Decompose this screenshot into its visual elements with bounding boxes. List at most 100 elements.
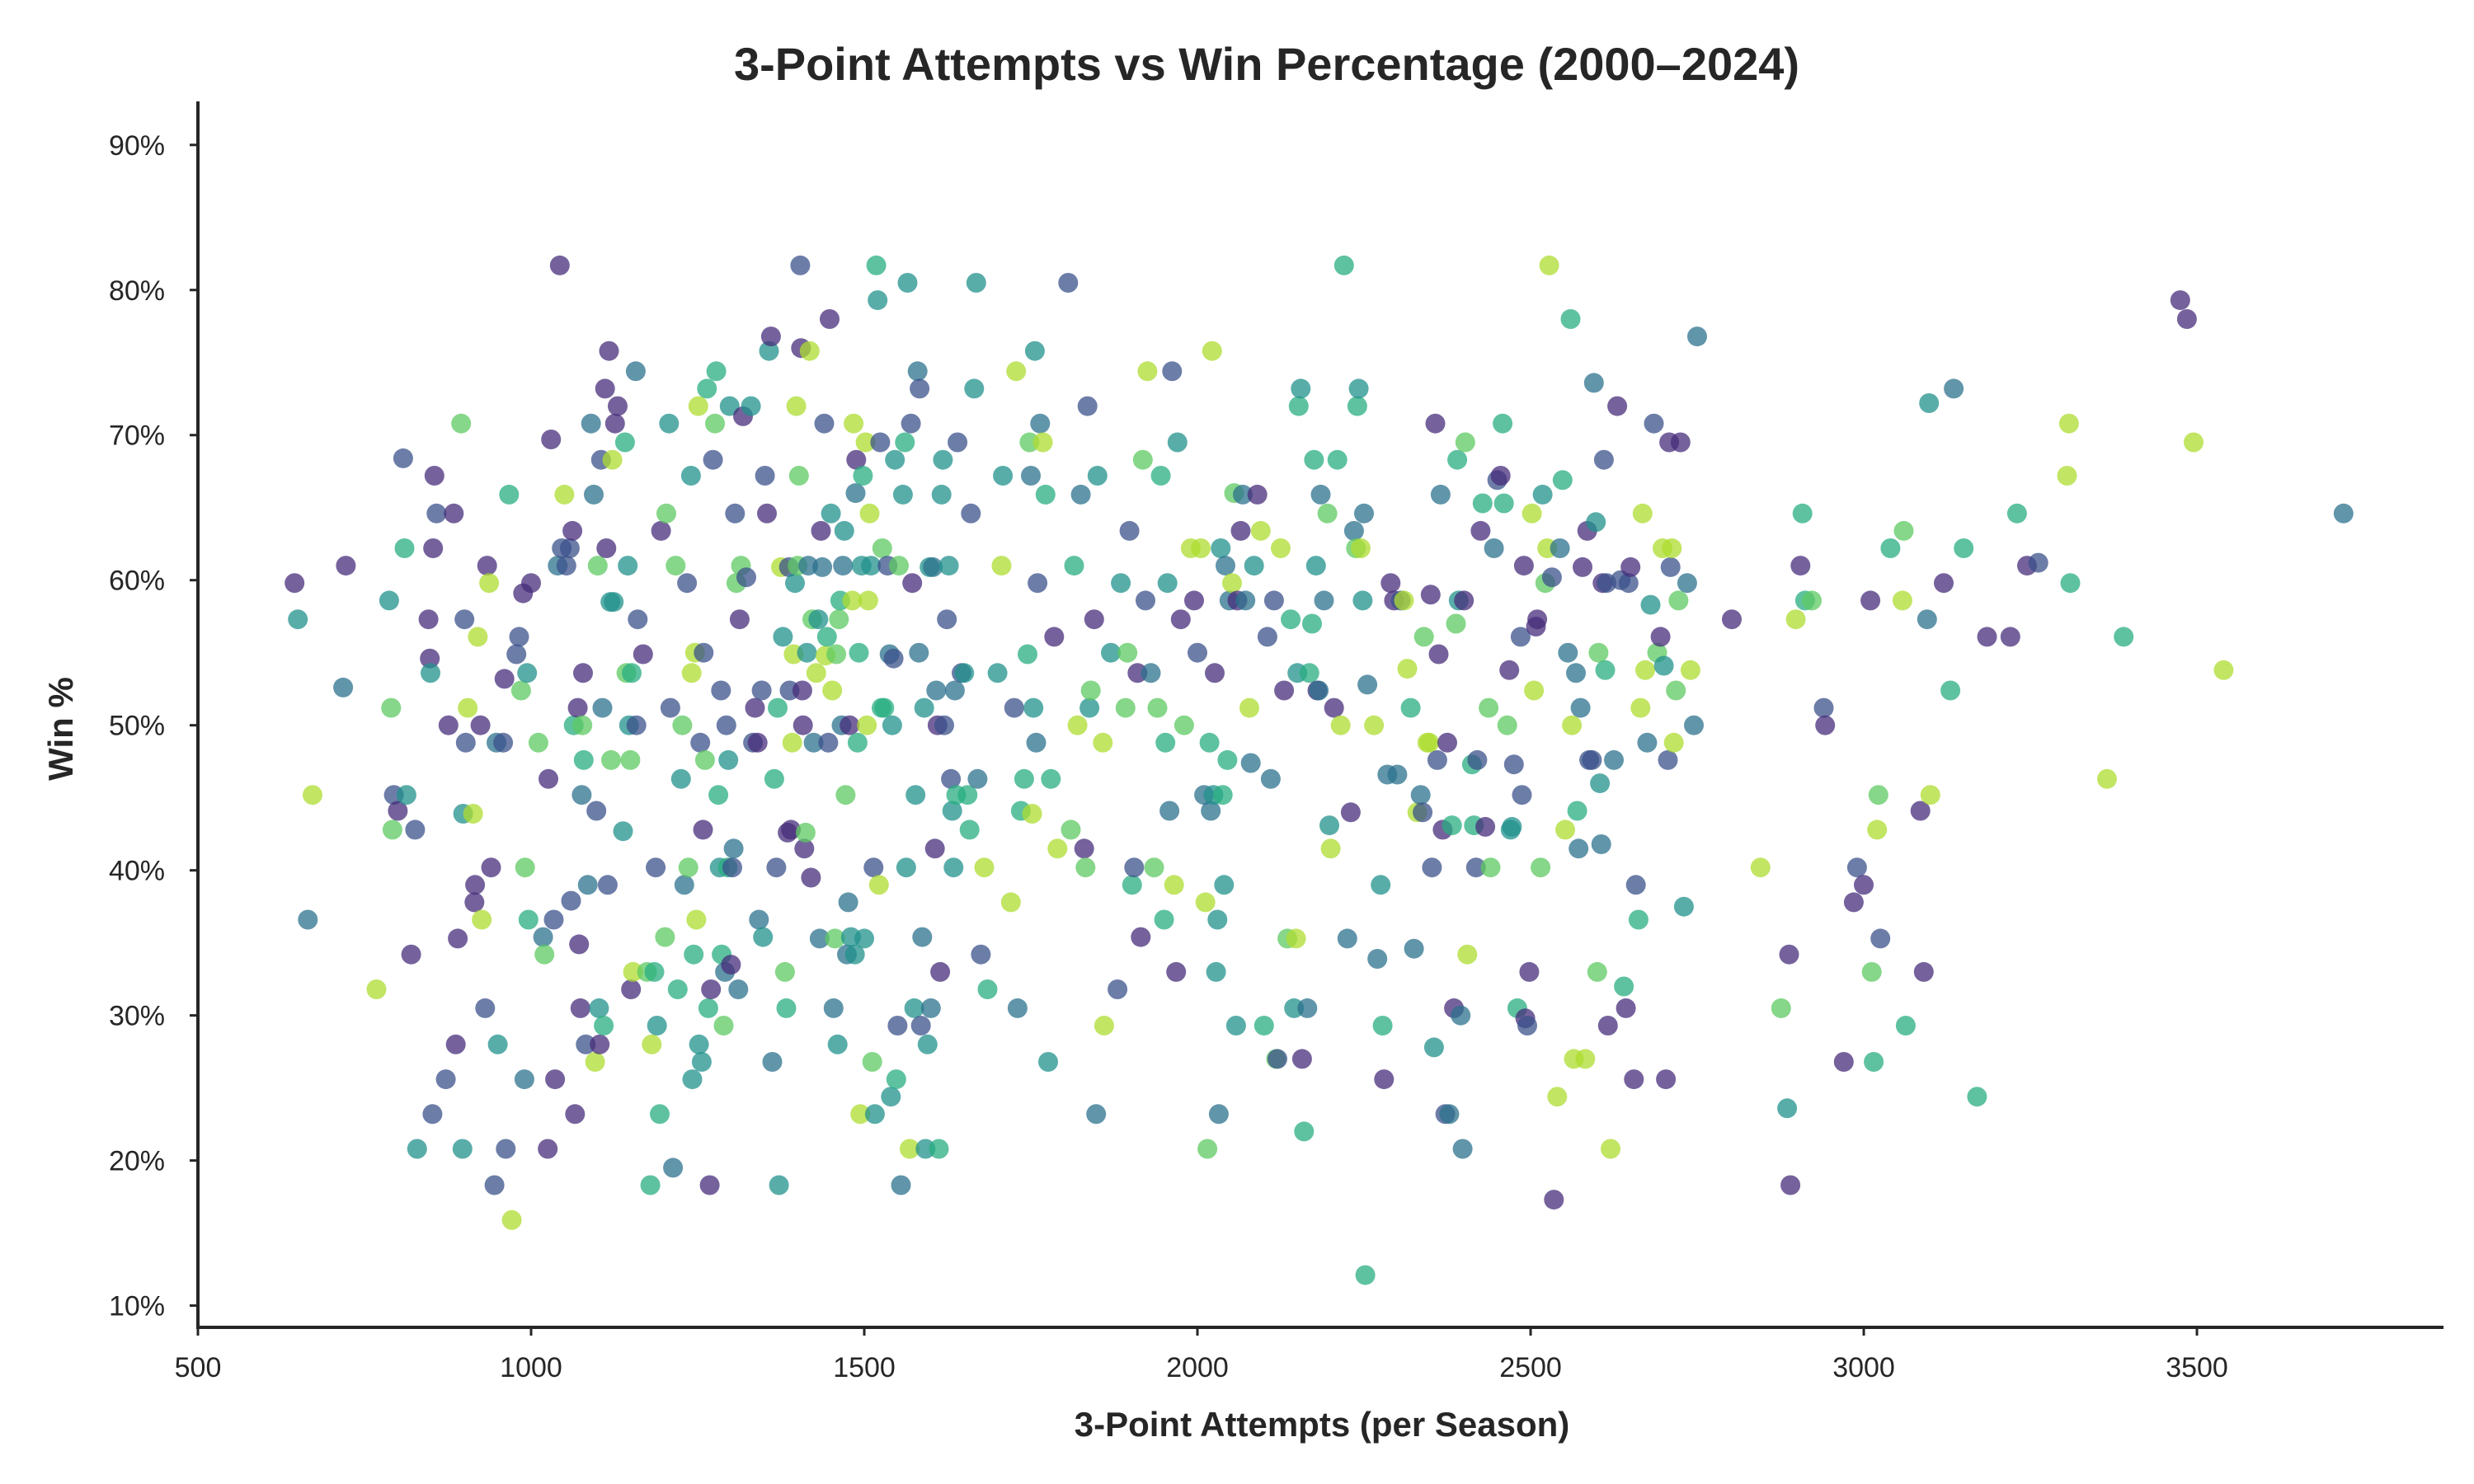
data-point	[614, 432, 635, 453]
data-point	[1522, 503, 1542, 524]
data-point	[1967, 1087, 1987, 1107]
data-point	[1167, 432, 1188, 453]
data-point	[677, 573, 698, 594]
data-point	[1472, 493, 1493, 514]
data-point	[1225, 1016, 1246, 1036]
data-point	[1785, 609, 1806, 630]
x-tick-label: 2000	[1166, 1352, 1229, 1383]
data-point	[1497, 715, 1517, 735]
data-point	[957, 785, 978, 805]
data-point	[633, 644, 653, 665]
data-point	[811, 520, 831, 541]
data-point	[1115, 697, 1136, 718]
data-point	[774, 961, 795, 982]
data-point	[506, 644, 527, 665]
data-point	[1212, 785, 1233, 805]
data-point	[1722, 609, 1742, 630]
data-point	[762, 1052, 783, 1072]
data-point	[708, 785, 729, 805]
data-point	[1630, 697, 1651, 718]
data-point	[381, 697, 402, 718]
data-point	[1387, 764, 1408, 785]
data-points	[285, 255, 2354, 1285]
data-point	[1673, 896, 1694, 917]
data-point	[1455, 432, 1475, 453]
data-point	[393, 448, 413, 468]
data-point	[703, 449, 723, 470]
data-point	[1567, 801, 1587, 821]
data-point	[1562, 715, 1583, 735]
data-point	[618, 556, 638, 576]
data-point	[581, 413, 601, 434]
data-point	[684, 944, 704, 965]
data-point	[1111, 573, 1131, 594]
data-point	[407, 1139, 427, 1159]
data-point	[1371, 875, 1391, 895]
data-point	[755, 466, 775, 486]
data-point	[1591, 834, 1611, 854]
data-point	[1367, 949, 1388, 969]
data-point	[622, 663, 642, 683]
data-point	[757, 503, 777, 524]
data-point	[499, 484, 520, 505]
data-point	[561, 890, 581, 911]
data-point	[896, 857, 916, 878]
data-point	[285, 573, 305, 594]
data-point	[1419, 732, 1440, 753]
data-point	[1274, 680, 1295, 701]
data-point	[905, 785, 926, 805]
data-point	[590, 1034, 610, 1054]
data-point	[941, 768, 962, 789]
data-point	[1452, 1139, 1473, 1159]
data-point	[718, 749, 739, 770]
data-point	[868, 290, 888, 311]
data-point	[451, 413, 472, 434]
data-point	[528, 732, 548, 753]
data-point	[475, 998, 496, 1018]
data-point	[518, 909, 539, 930]
data-point	[288, 609, 308, 630]
data-point	[1400, 697, 1421, 718]
data-point	[470, 715, 491, 735]
data-point	[713, 1016, 734, 1036]
data-point	[1087, 466, 1108, 486]
data-point	[559, 538, 580, 558]
data-point	[420, 648, 440, 669]
data-point	[829, 609, 849, 630]
data-point	[1291, 1049, 1312, 1069]
data-point	[545, 1069, 566, 1090]
data-point	[1207, 909, 1228, 930]
data-point	[1164, 875, 1184, 895]
y-tick-label: 90%	[109, 130, 165, 162]
data-point	[2097, 768, 2117, 789]
data-point	[929, 1139, 949, 1159]
data-point	[1780, 1175, 1801, 1195]
data-point	[1333, 255, 1354, 275]
data-point	[538, 1139, 558, 1159]
data-point	[1493, 413, 1513, 434]
data-point	[1662, 538, 1682, 558]
data-point	[1503, 754, 1524, 775]
data-point	[1206, 961, 1226, 982]
data-point	[1131, 927, 1151, 947]
data-point	[933, 449, 953, 470]
data-point	[1337, 928, 1357, 949]
data-point	[576, 1034, 596, 1054]
data-point	[944, 680, 965, 701]
data-point	[845, 483, 866, 504]
data-point	[1687, 326, 1707, 347]
data-point	[850, 1104, 871, 1125]
data-point	[909, 642, 929, 663]
data-point	[1208, 1104, 1229, 1125]
data-point	[881, 1087, 901, 1107]
data-point	[1519, 961, 1540, 982]
data-point	[844, 413, 864, 434]
data-point	[1954, 538, 1974, 558]
data-point	[1895, 1016, 1916, 1036]
data-point	[1913, 961, 1934, 982]
data-point	[1041, 768, 1061, 789]
data-point	[948, 432, 968, 453]
data-point	[1137, 361, 1158, 382]
data-point	[1117, 642, 1138, 663]
data-point	[543, 909, 564, 930]
